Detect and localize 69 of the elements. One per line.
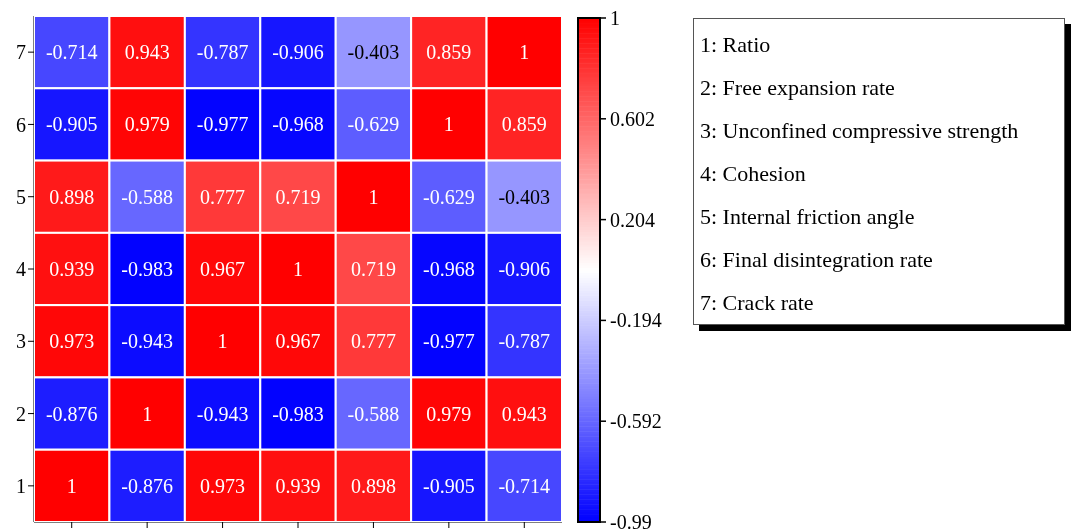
data-label: -0.629: [347, 113, 400, 136]
data-label: -0.403: [347, 41, 400, 64]
data-label: 0.777: [200, 185, 246, 208]
data-label: 0.898: [49, 185, 95, 208]
data-label: 1: [217, 330, 228, 353]
y-tick-label: 2: [16, 402, 26, 425]
data-label: -0.943: [121, 330, 173, 353]
color-bar-label: 0.602: [610, 107, 655, 130]
y-tick-label: 3: [16, 330, 26, 353]
data-label: -0.943: [196, 402, 249, 425]
data-label: 0.859: [426, 41, 472, 64]
data-label: 0.859: [501, 113, 547, 136]
text: 1: Ratio: [700, 31, 772, 59]
data-label: 0.979: [124, 113, 170, 136]
data-label: -0.906: [498, 258, 551, 280]
data-label: 0.979: [426, 402, 472, 425]
data-label: 1: [293, 258, 303, 280]
data-label: 0.719: [350, 258, 396, 280]
data-label: 0.719: [275, 185, 321, 208]
data-label: 0.973: [49, 330, 95, 353]
data-label: -0.588: [347, 402, 400, 425]
y-tick-label: 5: [16, 185, 26, 208]
data-label: -0.977: [196, 113, 249, 136]
data-label: -0.403: [498, 185, 551, 208]
color-bar-label: 1: [610, 7, 620, 29]
color-bar-label: -0.592: [610, 410, 662, 433]
data-label: 0.939: [49, 258, 95, 280]
y-tick-label: 4: [16, 258, 26, 281]
data-label: -0.787: [196, 41, 249, 64]
color-bar-label: -0.194: [610, 309, 662, 332]
data-label: 0.973: [200, 474, 246, 497]
data-label: -0.983: [121, 258, 173, 280]
y-tick-label: 6: [16, 113, 26, 136]
data-label: 1: [142, 402, 153, 425]
text: 3: Unconfined compressive strength: [700, 117, 1020, 145]
data-label: -0.787: [498, 330, 551, 353]
text: 2: Free expansion rate: [700, 74, 896, 102]
y-tick-label: 1: [16, 474, 26, 497]
data-label: -0.905: [45, 113, 98, 136]
data-label: -0.905: [423, 474, 475, 497]
data-label: 0.898: [350, 474, 396, 497]
data-label: -0.906: [272, 41, 324, 64]
data-label: -0.968: [423, 258, 475, 280]
data-label: -0.876: [45, 402, 98, 425]
data-label: 0.967: [200, 258, 246, 280]
data-label: 1: [66, 474, 77, 497]
data-label: 0.777: [350, 330, 396, 353]
color-bar-label: -0.99: [610, 511, 652, 532]
data-label: -0.983: [272, 402, 324, 425]
data-label: -0.876: [121, 474, 173, 497]
y-tick-label: 7: [16, 41, 26, 64]
data-label: -0.977: [423, 330, 475, 353]
text: 4: Cohesion: [700, 160, 807, 188]
data-label: -0.714: [498, 474, 551, 497]
data-label: -0.714: [45, 41, 98, 64]
data-label: -0.588: [121, 185, 173, 208]
text: 5: Internal friction angle: [700, 203, 916, 231]
data-label: 0.939: [275, 474, 321, 497]
data-label: -0.968: [272, 113, 324, 136]
data-label: 0.943: [501, 402, 547, 425]
text: 7: Crack rate: [700, 289, 815, 317]
data-label: 0.967: [275, 330, 321, 353]
data-label: 1: [368, 185, 379, 208]
data-label: 1: [443, 113, 454, 136]
data-label: 1: [519, 41, 530, 64]
data-label: -0.629: [423, 185, 475, 208]
text: 6: Final disintegration rate: [700, 246, 934, 274]
data-label: 0.943: [124, 41, 170, 64]
color-bar-label: 0.204: [610, 208, 655, 231]
